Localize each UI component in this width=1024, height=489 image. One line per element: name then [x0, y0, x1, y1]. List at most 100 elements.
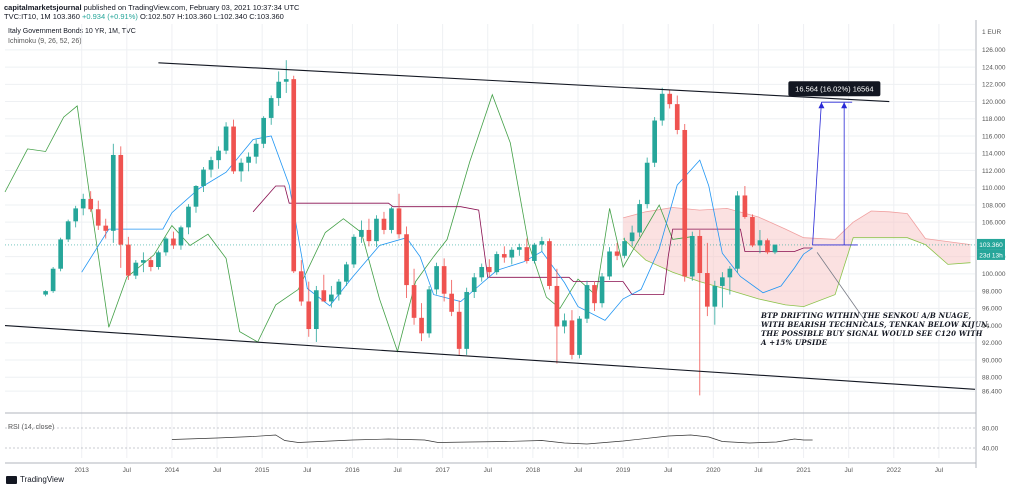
candle-body: [253, 143, 259, 157]
candle-body: [524, 247, 530, 261]
candle-body: [569, 320, 575, 355]
x-tick-label: 2013: [74, 467, 89, 474]
candle-body: [389, 208, 394, 230]
measure-diagonal: [812, 102, 822, 245]
candle-body: [547, 241, 552, 286]
support-trendline: [4, 325, 976, 390]
tradingview-logo-icon: [6, 475, 17, 484]
candle-body: [704, 273, 710, 307]
candle-body: [629, 232, 635, 242]
y-tick-label: 112.000: [982, 168, 1005, 175]
candles: [43, 60, 778, 396]
last-price-label: 103.360: [979, 242, 1003, 249]
candle-body: [674, 104, 680, 130]
ichimoku-cloud: [622, 207, 971, 308]
candle-body: [712, 285, 718, 307]
candle-body: [201, 169, 206, 186]
candle-body: [554, 285, 560, 327]
y-tick-label: 122.000: [982, 82, 1006, 89]
trendlines: [4, 62, 976, 390]
measure-arrow-icon: [841, 102, 848, 109]
candle-body: [178, 227, 184, 246]
ohlc-values: O:102.507 H:103.360 L:102.340 C:103.360: [139, 12, 284, 21]
annotation-pointer: [816, 252, 868, 324]
x-tick-label: Jul: [845, 467, 854, 474]
y-tick-label: 116.000: [982, 133, 1005, 140]
candle-body: [141, 260, 146, 263]
y-tick-label: 110.000: [982, 185, 1005, 192]
x-tick-label: Jul: [574, 467, 583, 474]
candle-body: [735, 195, 740, 269]
y-tick-label: 100.000: [982, 271, 1006, 278]
candle-body: [186, 206, 191, 228]
x-tick-label: 2015: [255, 467, 270, 474]
candle-body: [471, 277, 477, 292]
candle-body: [231, 126, 236, 172]
candle-body: [682, 129, 688, 277]
candle-body: [757, 240, 763, 246]
candle-body: [238, 162, 244, 172]
candle-body: [441, 266, 447, 294]
rsi-tick-label: 80.00: [982, 425, 999, 432]
candle-body: [607, 251, 612, 277]
candle-body: [374, 218, 379, 242]
candle-body: [103, 225, 109, 231]
candle-body: [396, 208, 402, 235]
candle-body: [148, 260, 154, 267]
candle-body: [727, 268, 733, 278]
y-tick-label: 126.000: [982, 47, 1006, 54]
candle-body: [125, 244, 131, 276]
candle-body: [223, 126, 229, 151]
measure-tool: 16.564 (16.02%) 16564: [788, 81, 881, 246]
publish-line: capitalmarketsjournal published on Tradi…: [4, 3, 299, 12]
senkou-a-line: [622, 207, 971, 245]
candle-body: [163, 238, 169, 253]
x-tick-label: Jul: [935, 467, 944, 474]
candle-body: [539, 241, 545, 245]
x-tick-label: Jul: [213, 467, 222, 474]
candle-body: [351, 236, 357, 265]
countdown-label: 23d 13h: [979, 252, 1003, 259]
annotation-line: WITH BEARISH TECHNICALS, TENKAN BELOW KI…: [761, 320, 990, 329]
candle-body: [614, 251, 620, 256]
rsi-line: [171, 434, 813, 445]
chart-legend: Italy Government Bonds 10 YR, 1M, TVC Ic…: [8, 27, 136, 47]
candle-body: [283, 79, 289, 82]
y-tick-label: 86.400: [982, 388, 1002, 395]
candle-body: [689, 235, 695, 277]
candle-body: [321, 290, 327, 302]
candle-body: [742, 195, 748, 218]
candle-body: [88, 198, 94, 210]
resistance-trendline: [158, 62, 890, 103]
candle-body: [58, 239, 63, 269]
candle-body: [80, 198, 86, 209]
currency-label: 1 EUR: [982, 29, 1001, 36]
candle-body: [404, 234, 409, 286]
candle-body: [336, 281, 342, 295]
candle-body: [720, 277, 725, 286]
candle-body: [246, 156, 251, 163]
measure-label: 16.564 (16.02%) 16564: [795, 85, 873, 94]
y-tick-label: 98.000: [982, 288, 1002, 295]
candle-body: [772, 244, 778, 253]
x-tick-label: 2020: [706, 467, 721, 474]
candle-body: [750, 217, 755, 246]
cloud-fill: [623, 207, 971, 307]
x-tick-label: 2019: [616, 467, 631, 474]
x-tick-label: 2022: [887, 467, 902, 474]
ohlc-line: TVC:IT10, 1M 103.360 +0.934 (+0.91%) O:1…: [4, 12, 284, 21]
y-tick-label: 124.000: [982, 64, 1006, 71]
y-tick-label: 114.000: [982, 151, 1005, 158]
brand-text: TradingView: [20, 475, 65, 484]
candle-body: [426, 289, 432, 334]
countdown-tag: [977, 249, 1005, 260]
y-tick-label: 120.000: [982, 99, 1006, 106]
candle-body: [456, 311, 462, 349]
candle-body: [95, 209, 101, 226]
x-tick-label: Jul: [303, 467, 312, 474]
candle-body: [667, 93, 673, 105]
rsi-tick-label: 40.00: [982, 445, 999, 452]
x-tick-label: 2016: [345, 467, 360, 474]
